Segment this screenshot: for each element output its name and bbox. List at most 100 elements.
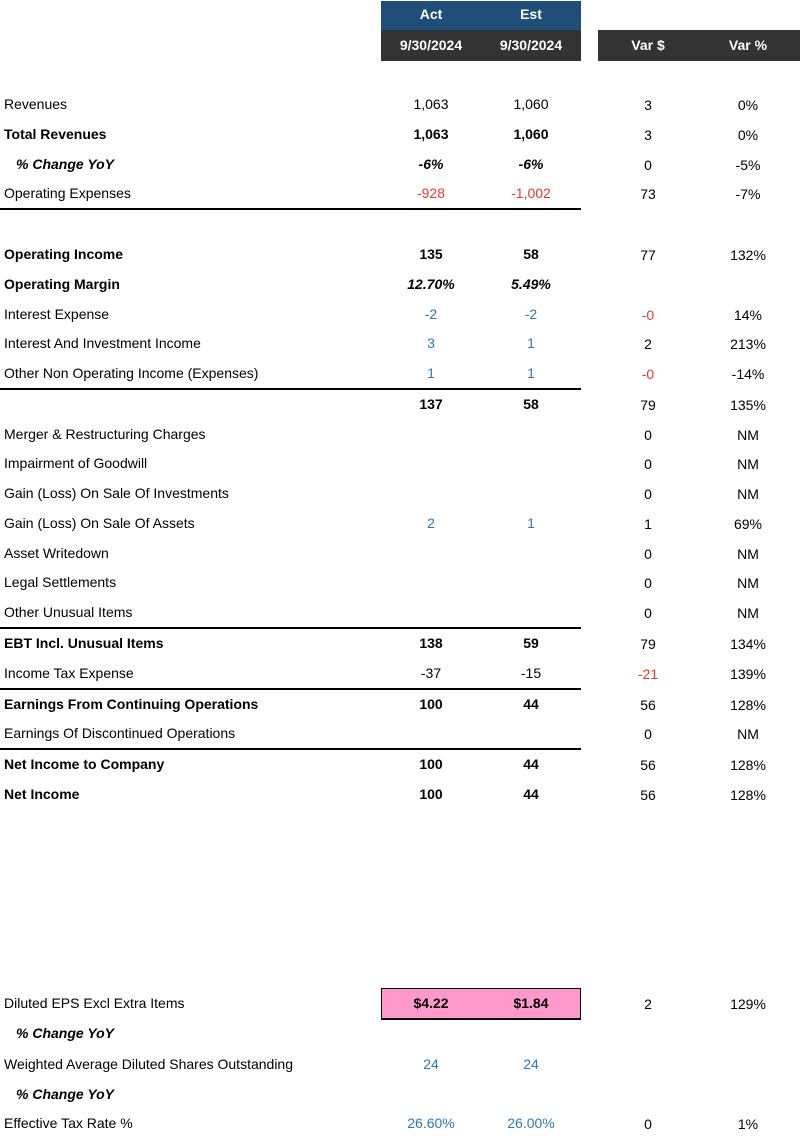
est-value: 58	[523, 246, 539, 262]
var-pct: 0%	[737, 97, 759, 113]
act-value: 135	[419, 246, 443, 262]
var-pct: 213%	[730, 336, 766, 352]
var-dollar: 0	[644, 726, 652, 742]
var-dollar: 56	[640, 757, 656, 773]
act-value: 24	[423, 1056, 439, 1072]
row-label: Revenues	[4, 96, 68, 112]
row-label: Impairment of Goodwill	[4, 455, 148, 471]
act-value: 26.60%	[407, 1115, 455, 1131]
row-rule	[0, 208, 581, 210]
act-value: -6%	[418, 156, 444, 172]
var-dollar: 0	[644, 546, 652, 562]
row-label: Other Unusual Items	[4, 604, 133, 620]
header-est: Est	[520, 6, 542, 22]
row-label: EBT Incl. Unusual Items	[4, 635, 164, 651]
row-label: Weighted Average Diluted Shares Outstand…	[4, 1056, 294, 1072]
act-value: 12.70%	[407, 276, 455, 292]
act-value: -2	[424, 306, 438, 322]
act-value: -928	[416, 185, 446, 201]
row-label: Operating Margin	[4, 276, 120, 292]
est-value: 58	[523, 396, 539, 412]
var-pct: 132%	[730, 247, 766, 263]
var-pct: 134%	[730, 636, 766, 652]
var-pct: -5%	[735, 157, 761, 173]
var-dollar: 0	[644, 605, 652, 621]
var-dollar: 0	[644, 456, 652, 472]
act-value: 1,063	[413, 96, 449, 112]
row-label: Effective Tax Rate %	[4, 1115, 133, 1131]
act-value: 2	[427, 515, 435, 531]
row-label: Interest Expense	[4, 306, 110, 322]
var-dollar: 77	[640, 247, 656, 263]
act-value: 1,063	[413, 126, 449, 142]
var-dollar: 56	[640, 787, 656, 803]
var-pct: 1%	[737, 1116, 759, 1132]
est-value: -6%	[518, 156, 544, 172]
var-dollar: 0	[644, 427, 652, 443]
var-pct: 129%	[730, 996, 766, 1012]
row-rule	[0, 627, 581, 629]
row-label: Income Tax Expense	[4, 665, 134, 681]
var-dollar: 0	[644, 486, 652, 502]
est-value: -2	[524, 306, 538, 322]
act-value: $4.22	[413, 995, 449, 1011]
var-dollar: -21	[637, 666, 659, 682]
row-label: Gain (Loss) On Sale Of Assets	[4, 515, 195, 531]
var-pct: -14%	[731, 366, 765, 382]
act-value: 100	[419, 756, 443, 772]
act-value: 138	[419, 635, 443, 651]
row-label: Other Non Operating Income (Expenses)	[4, 365, 259, 381]
var-pct: 14%	[733, 307, 763, 323]
row-label: Operating Income	[4, 246, 124, 262]
var-dollar: 3	[644, 97, 652, 113]
var-dollar: 2	[644, 996, 652, 1012]
row-label: Operating Expenses	[4, 185, 131, 201]
row-label: % Change YoY	[16, 156, 115, 172]
row-label: % Change YoY	[16, 1086, 115, 1102]
var-band	[598, 30, 800, 61]
est-value: 1	[527, 515, 535, 531]
eps-highlight	[381, 988, 581, 1020]
row-label: Total Revenues	[4, 126, 107, 142]
var-pct: NM	[737, 427, 759, 443]
act-value: -37	[420, 665, 442, 681]
act-value: 1	[427, 365, 435, 381]
est-value: 44	[523, 696, 539, 712]
header-var-pct: Var %	[728, 37, 768, 53]
est-value: 26.00%	[507, 1115, 555, 1131]
var-dollar: 1	[644, 516, 652, 532]
est-value: 1	[527, 335, 535, 351]
var-pct: NM	[737, 726, 759, 742]
var-pct: 0%	[737, 127, 759, 143]
row-label: Interest And Investment Income	[4, 335, 201, 351]
var-dollar: 3	[644, 127, 652, 143]
est-value: 24	[523, 1056, 539, 1072]
est-value: -15	[520, 665, 542, 681]
var-pct: -7%	[735, 186, 761, 202]
act-value: 3	[427, 335, 435, 351]
row-label: Legal Settlements	[4, 574, 117, 590]
row-label: Earnings Of Discontinued Operations	[4, 725, 236, 741]
act-value: 100	[419, 786, 443, 802]
header-est-date: 9/30/2024	[499, 37, 563, 53]
var-pct: 139%	[730, 666, 766, 682]
var-pct: 128%	[730, 757, 766, 773]
var-dollar: -0	[641, 366, 655, 382]
row-label: Merger & Restructuring Charges	[4, 426, 206, 442]
var-dollar: 79	[640, 397, 656, 413]
est-value: 1,060	[513, 96, 549, 112]
row-label: Gain (Loss) On Sale Of Investments	[4, 485, 229, 501]
date-band	[381, 30, 581, 61]
var-dollar: 0	[644, 1116, 652, 1132]
est-value: 59	[523, 635, 539, 651]
row-label: Net Income to Company	[4, 756, 165, 772]
var-pct: NM	[737, 605, 759, 621]
est-value: $1.84	[513, 995, 549, 1011]
var-pct: 128%	[730, 697, 766, 713]
est-value: 44	[523, 756, 539, 772]
row-rule	[0, 688, 581, 690]
var-pct: 135%	[730, 397, 766, 413]
var-pct: NM	[737, 486, 759, 502]
est-value: -1,002	[511, 185, 551, 201]
